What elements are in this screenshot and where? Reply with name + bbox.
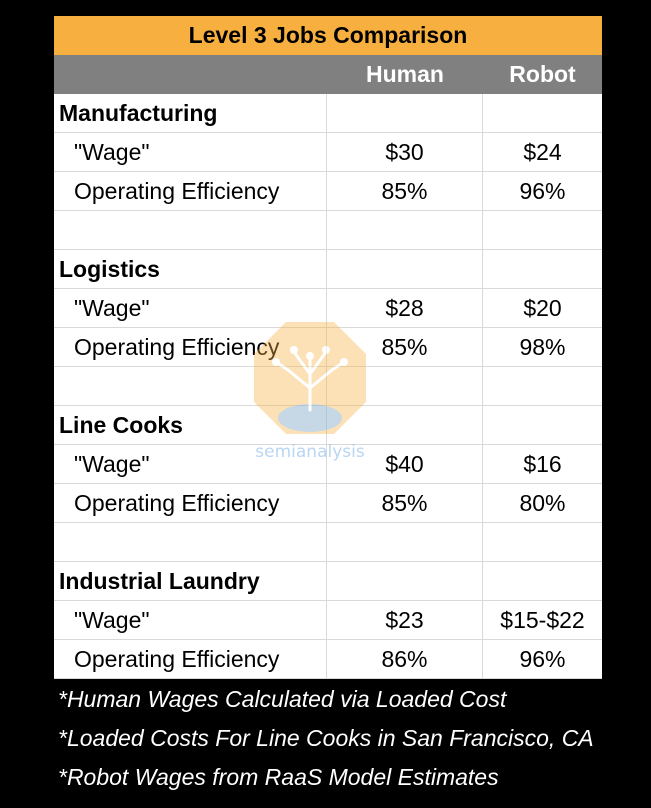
robot-value [483, 250, 602, 288]
category-row: Line Cooks [54, 406, 602, 445]
row-label: Operating Efficiency [54, 328, 327, 366]
category-row: Manufacturing [54, 94, 602, 133]
human-value: 85% [327, 484, 483, 522]
category-row: Industrial Laundry [54, 562, 602, 601]
robot-value [483, 562, 602, 600]
row-label: Operating Efficiency [54, 640, 327, 678]
robot-value: $16 [523, 450, 562, 477]
human-value: $40 [327, 445, 483, 483]
human-value [327, 367, 483, 405]
row-label [54, 523, 327, 561]
human-value [327, 523, 483, 561]
row-label: "Wage" [54, 289, 327, 327]
robot-value: $24 [523, 138, 562, 165]
spacer-row [54, 523, 602, 562]
human-value: $30 [327, 133, 483, 171]
category-label: Logistics [54, 250, 327, 288]
robot-value: $20 [523, 294, 562, 321]
human-value [327, 406, 483, 444]
human-value: 86% [327, 640, 483, 678]
robot-value: 96% [519, 645, 566, 672]
comparison-table: Level 3 Jobs Comparison Human Robot Manu… [54, 16, 602, 679]
row-label [54, 211, 327, 249]
human-value [327, 94, 483, 132]
human-value [327, 562, 483, 600]
row-label: "Wage" [54, 445, 327, 483]
human-value: $28 [327, 289, 483, 327]
table-title: Level 3 Jobs Comparison [54, 16, 602, 55]
table-row: "Wage" $28 $20 [54, 289, 602, 328]
robot-value: 98% [519, 333, 566, 360]
row-label [54, 367, 327, 405]
spacer-row [54, 211, 602, 250]
table-row: Operating Efficiency 85% 96% [54, 172, 602, 211]
robot-value: 96% [519, 177, 566, 204]
table-row: "Wage" $30 $24 [54, 133, 602, 172]
category-label: Industrial Laundry [54, 562, 327, 600]
category-label: Line Cooks [54, 406, 327, 444]
footnote-3: *Robot Wages from RaaS Model Estimates [58, 764, 499, 790]
header-human: Human [366, 61, 444, 87]
human-value: $23 [327, 601, 483, 639]
row-label: Operating Efficiency [54, 172, 327, 210]
human-value: 85% [327, 172, 483, 210]
category-label: Manufacturing [54, 94, 327, 132]
robot-value: 80% [519, 489, 566, 516]
robot-value [483, 406, 602, 444]
table-row: Operating Efficiency 85% 80% [54, 484, 602, 523]
table-row: Operating Efficiency 85% 98% [54, 328, 602, 367]
table-body: Manufacturing "Wage" $30 $24 Operating Effic… [54, 94, 602, 679]
table-row: "Wage" $40 $16 [54, 445, 602, 484]
human-value: 85% [327, 328, 483, 366]
robot-value [483, 523, 602, 561]
human-value [327, 250, 483, 288]
spacer-row [54, 367, 602, 406]
category-row: Logistics [54, 250, 602, 289]
human-value [327, 211, 483, 249]
header-robot: Robot [509, 61, 576, 87]
table-header-row: Human Robot [54, 55, 602, 94]
robot-value: $15-$22 [500, 606, 585, 633]
robot-value [483, 94, 602, 132]
table-row: "Wage" $23 $15-$22 [54, 601, 602, 640]
robot-value [483, 211, 602, 249]
footnote-1: *Human Wages Calculated via Loaded Cost [58, 686, 507, 712]
header-empty-cell [54, 55, 327, 94]
row-label: "Wage" [54, 601, 327, 639]
row-label: "Wage" [54, 133, 327, 171]
table-row: Operating Efficiency 86% 96% [54, 640, 602, 679]
footnotes: *Human Wages Calculated via Loaded Cost … [58, 680, 594, 797]
robot-value [483, 367, 602, 405]
footnote-2: *Loaded Costs For Line Cooks in San Fran… [58, 725, 594, 751]
row-label: Operating Efficiency [54, 484, 327, 522]
